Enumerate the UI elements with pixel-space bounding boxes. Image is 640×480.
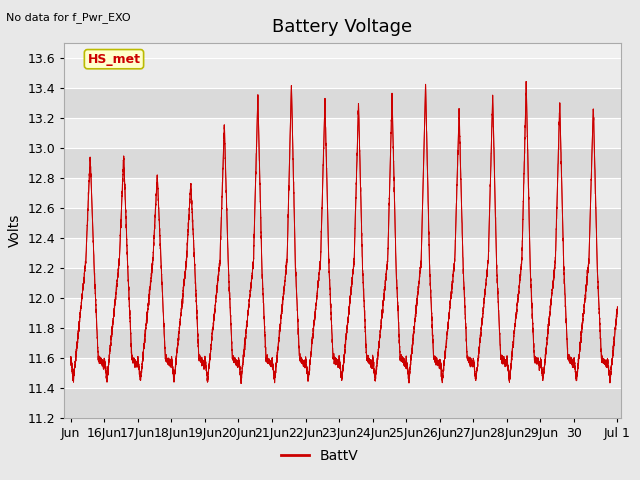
Bar xyxy=(64,208,621,238)
Title: Battery Voltage: Battery Voltage xyxy=(273,18,412,36)
Bar xyxy=(64,148,621,178)
Bar xyxy=(64,268,621,298)
Bar xyxy=(64,328,621,358)
Bar xyxy=(64,58,621,88)
Bar xyxy=(64,388,621,418)
Bar xyxy=(64,118,621,148)
Bar xyxy=(64,298,621,328)
Bar xyxy=(64,238,621,268)
Legend: BattV: BattV xyxy=(276,443,364,468)
Y-axis label: Volts: Volts xyxy=(8,214,22,247)
Text: HS_met: HS_met xyxy=(88,53,140,66)
Bar xyxy=(64,178,621,208)
Bar xyxy=(64,88,621,118)
Bar xyxy=(64,358,621,388)
Text: No data for f_Pwr_EXO: No data for f_Pwr_EXO xyxy=(6,12,131,23)
